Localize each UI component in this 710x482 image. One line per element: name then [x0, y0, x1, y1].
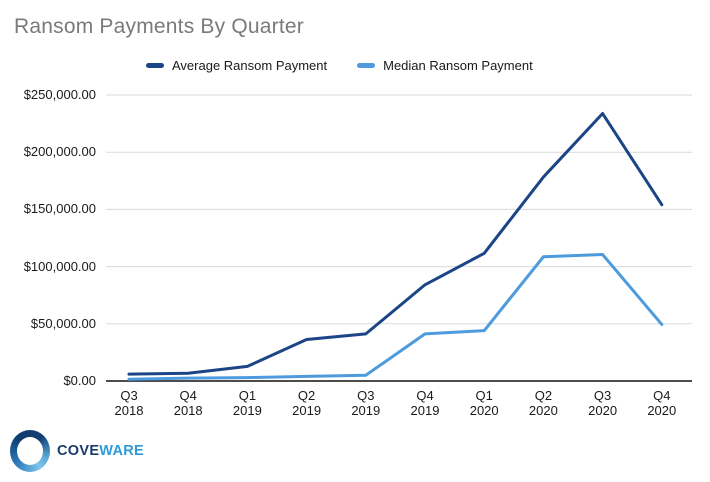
gridlines — [106, 94, 692, 382]
coveware-swirl-icon — [10, 430, 50, 472]
x-tick-label: Q4 2020 — [647, 388, 677, 418]
legend: Average Ransom Payment Median Ransom Pay… — [146, 58, 533, 73]
x-tick-label: Q1 2019 — [232, 388, 262, 418]
y-tick-label: $0.00 — [63, 373, 96, 388]
x-tick-label: Q2 2020 — [528, 388, 558, 418]
y-tick-label: $150,000.00 — [23, 201, 96, 217]
x-tick-label: Q4 2018 — [173, 388, 203, 418]
legend-item-average: Average Ransom Payment — [146, 58, 327, 73]
y-tick-label: $50,000.00 — [30, 315, 96, 331]
median-series-swatch-icon — [357, 63, 376, 68]
series-lines — [127, 112, 664, 381]
chart-title: Ransom Payments By Quarter — [14, 15, 304, 38]
coveware-wordmark: COVEWARE — [57, 443, 144, 459]
legend-label-median: Median Ransom Payment — [383, 58, 533, 73]
x-tick-label: Q1 2020 — [469, 388, 499, 418]
y-tick-label: $250,000.00 — [23, 87, 96, 102]
y-tick-label: $200,000.00 — [23, 144, 96, 160]
series-line-average-ransom-payment — [127, 112, 664, 376]
x-tick-label: Q3 2018 — [114, 388, 144, 418]
legend-item-median: Median Ransom Payment — [357, 58, 533, 73]
coveware-logo: COVEWARE — [10, 430, 144, 472]
average-series-swatch-icon — [146, 63, 164, 68]
legend-label-average: Average Ransom Payment — [172, 58, 328, 73]
y-tick-label: $100,000.00 — [23, 258, 96, 274]
x-tick-label: Q4 2019 — [410, 388, 440, 418]
x-tick-label: Q3 2019 — [351, 388, 381, 418]
x-tick-label: Q2 2019 — [292, 388, 322, 418]
x-tick-label: Q3 2020 — [588, 388, 618, 418]
series-line-median-ransom-payment — [127, 253, 664, 381]
